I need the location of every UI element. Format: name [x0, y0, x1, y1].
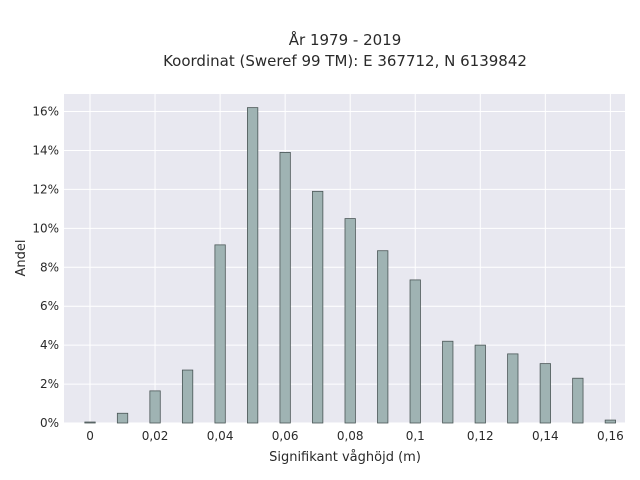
x-tick-label: 0,1 [406, 429, 425, 443]
y-tick-label: 0% [40, 416, 59, 430]
histogram-bar [181, 369, 194, 424]
histogram-bar [442, 340, 454, 424]
x-tick-labels: 0 0,02 0,04 0,06 0,08 0,1 0,12 0,14 0,16 [86, 429, 624, 443]
histogram-bar [604, 419, 616, 424]
histogram-bar [344, 218, 356, 424]
x-tick-label: 0,02 [142, 429, 169, 443]
y-axis-label: Andel [14, 240, 29, 277]
histogram-bar [507, 353, 519, 424]
y-tick-labels: 0% 2% 4% 6% 8% 10% 12% 14% 16% [32, 105, 59, 430]
histogram-bar [214, 244, 226, 424]
histogram-bar [377, 250, 389, 424]
histogram-bar [116, 412, 129, 424]
histogram-bar [474, 344, 486, 424]
histogram-bar [279, 152, 291, 424]
grid-lines [64, 94, 625, 424]
x-tick-label: 0,08 [337, 429, 364, 443]
x-axis-label: Signifikant våghöjd (m) [269, 450, 421, 465]
y-tick-label: 6% [40, 299, 59, 313]
x-tick-label: 0,06 [272, 429, 299, 443]
y-tick-label: 10% [32, 221, 59, 235]
histogram-bar [409, 279, 421, 424]
histogram-bar [539, 363, 551, 424]
plot-area [64, 94, 625, 423]
histogram-bar [84, 421, 96, 424]
x-tick-label: 0,14 [532, 429, 559, 443]
histogram-bar [312, 190, 324, 424]
histogram-bar [247, 107, 259, 424]
bars [84, 107, 616, 424]
chart-title-line1: År 1979 - 2019 [289, 30, 402, 49]
y-tick-label: 8% [40, 260, 59, 274]
x-tick-label: 0,04 [207, 429, 234, 443]
y-tick-label: 14% [32, 143, 59, 157]
y-tick-label: 12% [32, 182, 59, 196]
x-tick-label: 0 [86, 429, 94, 443]
histogram-bar [149, 390, 161, 424]
chart-title-line2: Koordinat (Sweref 99 TM): E 367712, N 61… [163, 52, 527, 70]
y-tick-label: 2% [40, 377, 59, 391]
x-tick-label: 0,12 [467, 429, 494, 443]
y-tick-label: 4% [40, 338, 59, 352]
x-tick-label: 0,16 [597, 429, 624, 443]
histogram-bar [572, 377, 584, 424]
y-tick-label: 16% [32, 105, 59, 119]
